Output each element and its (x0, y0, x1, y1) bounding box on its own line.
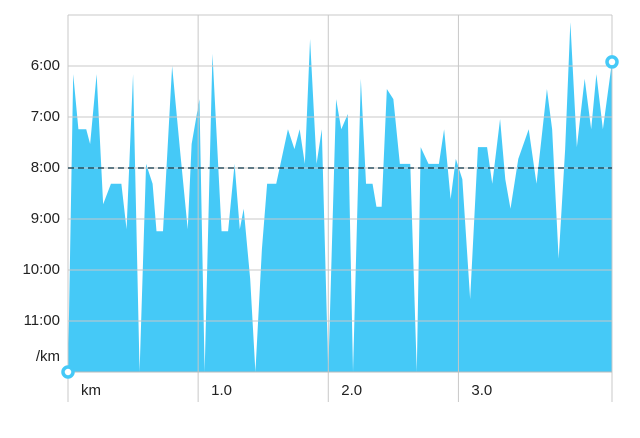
y-unit-label: /km (36, 348, 60, 365)
y-tick-label: 7:00 (31, 108, 60, 125)
y-tick-label: 8:00 (31, 159, 60, 176)
endpoint-marker (605, 55, 619, 69)
y-tick-label: 6:00 (31, 57, 60, 74)
x-tick-label: km (81, 382, 101, 399)
x-tick-label: 1.0 (211, 382, 232, 399)
endpoint-marker (61, 365, 75, 379)
y-tick-label: 11:00 (24, 312, 60, 329)
x-tick-label: 2.0 (341, 382, 362, 399)
pace-area (68, 22, 612, 372)
y-tick-label: 10:00 (22, 261, 60, 278)
y-tick-label: 9:00 (31, 210, 60, 227)
x-tick-label: 3.0 (471, 382, 492, 399)
